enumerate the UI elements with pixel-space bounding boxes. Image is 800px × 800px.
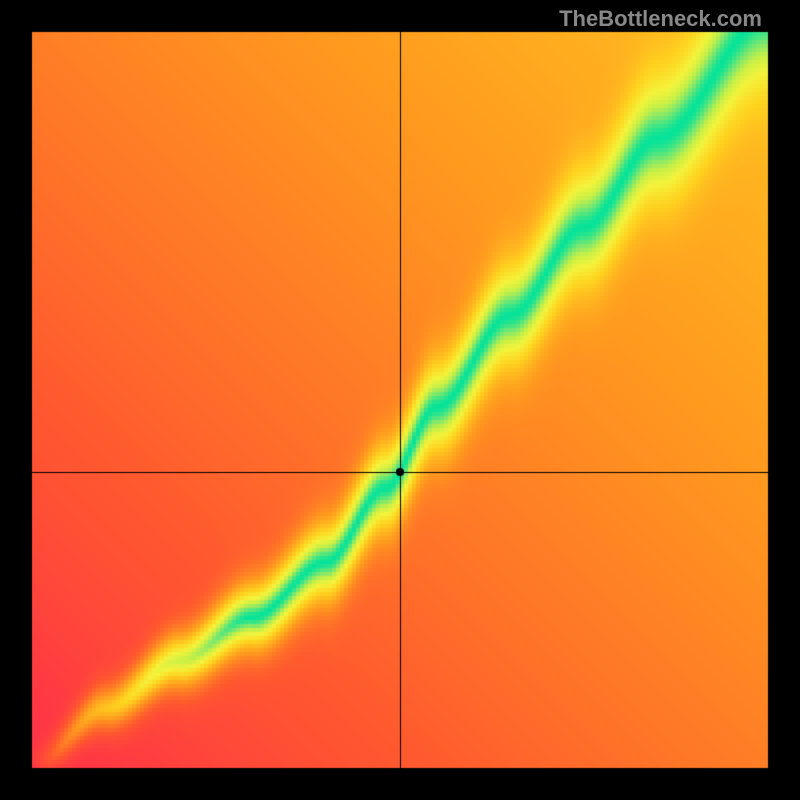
watermark-label: TheBottleneck.com: [559, 6, 762, 32]
heatmap-canvas: [0, 0, 800, 800]
chart-container: TheBottleneck.com: [0, 0, 800, 800]
